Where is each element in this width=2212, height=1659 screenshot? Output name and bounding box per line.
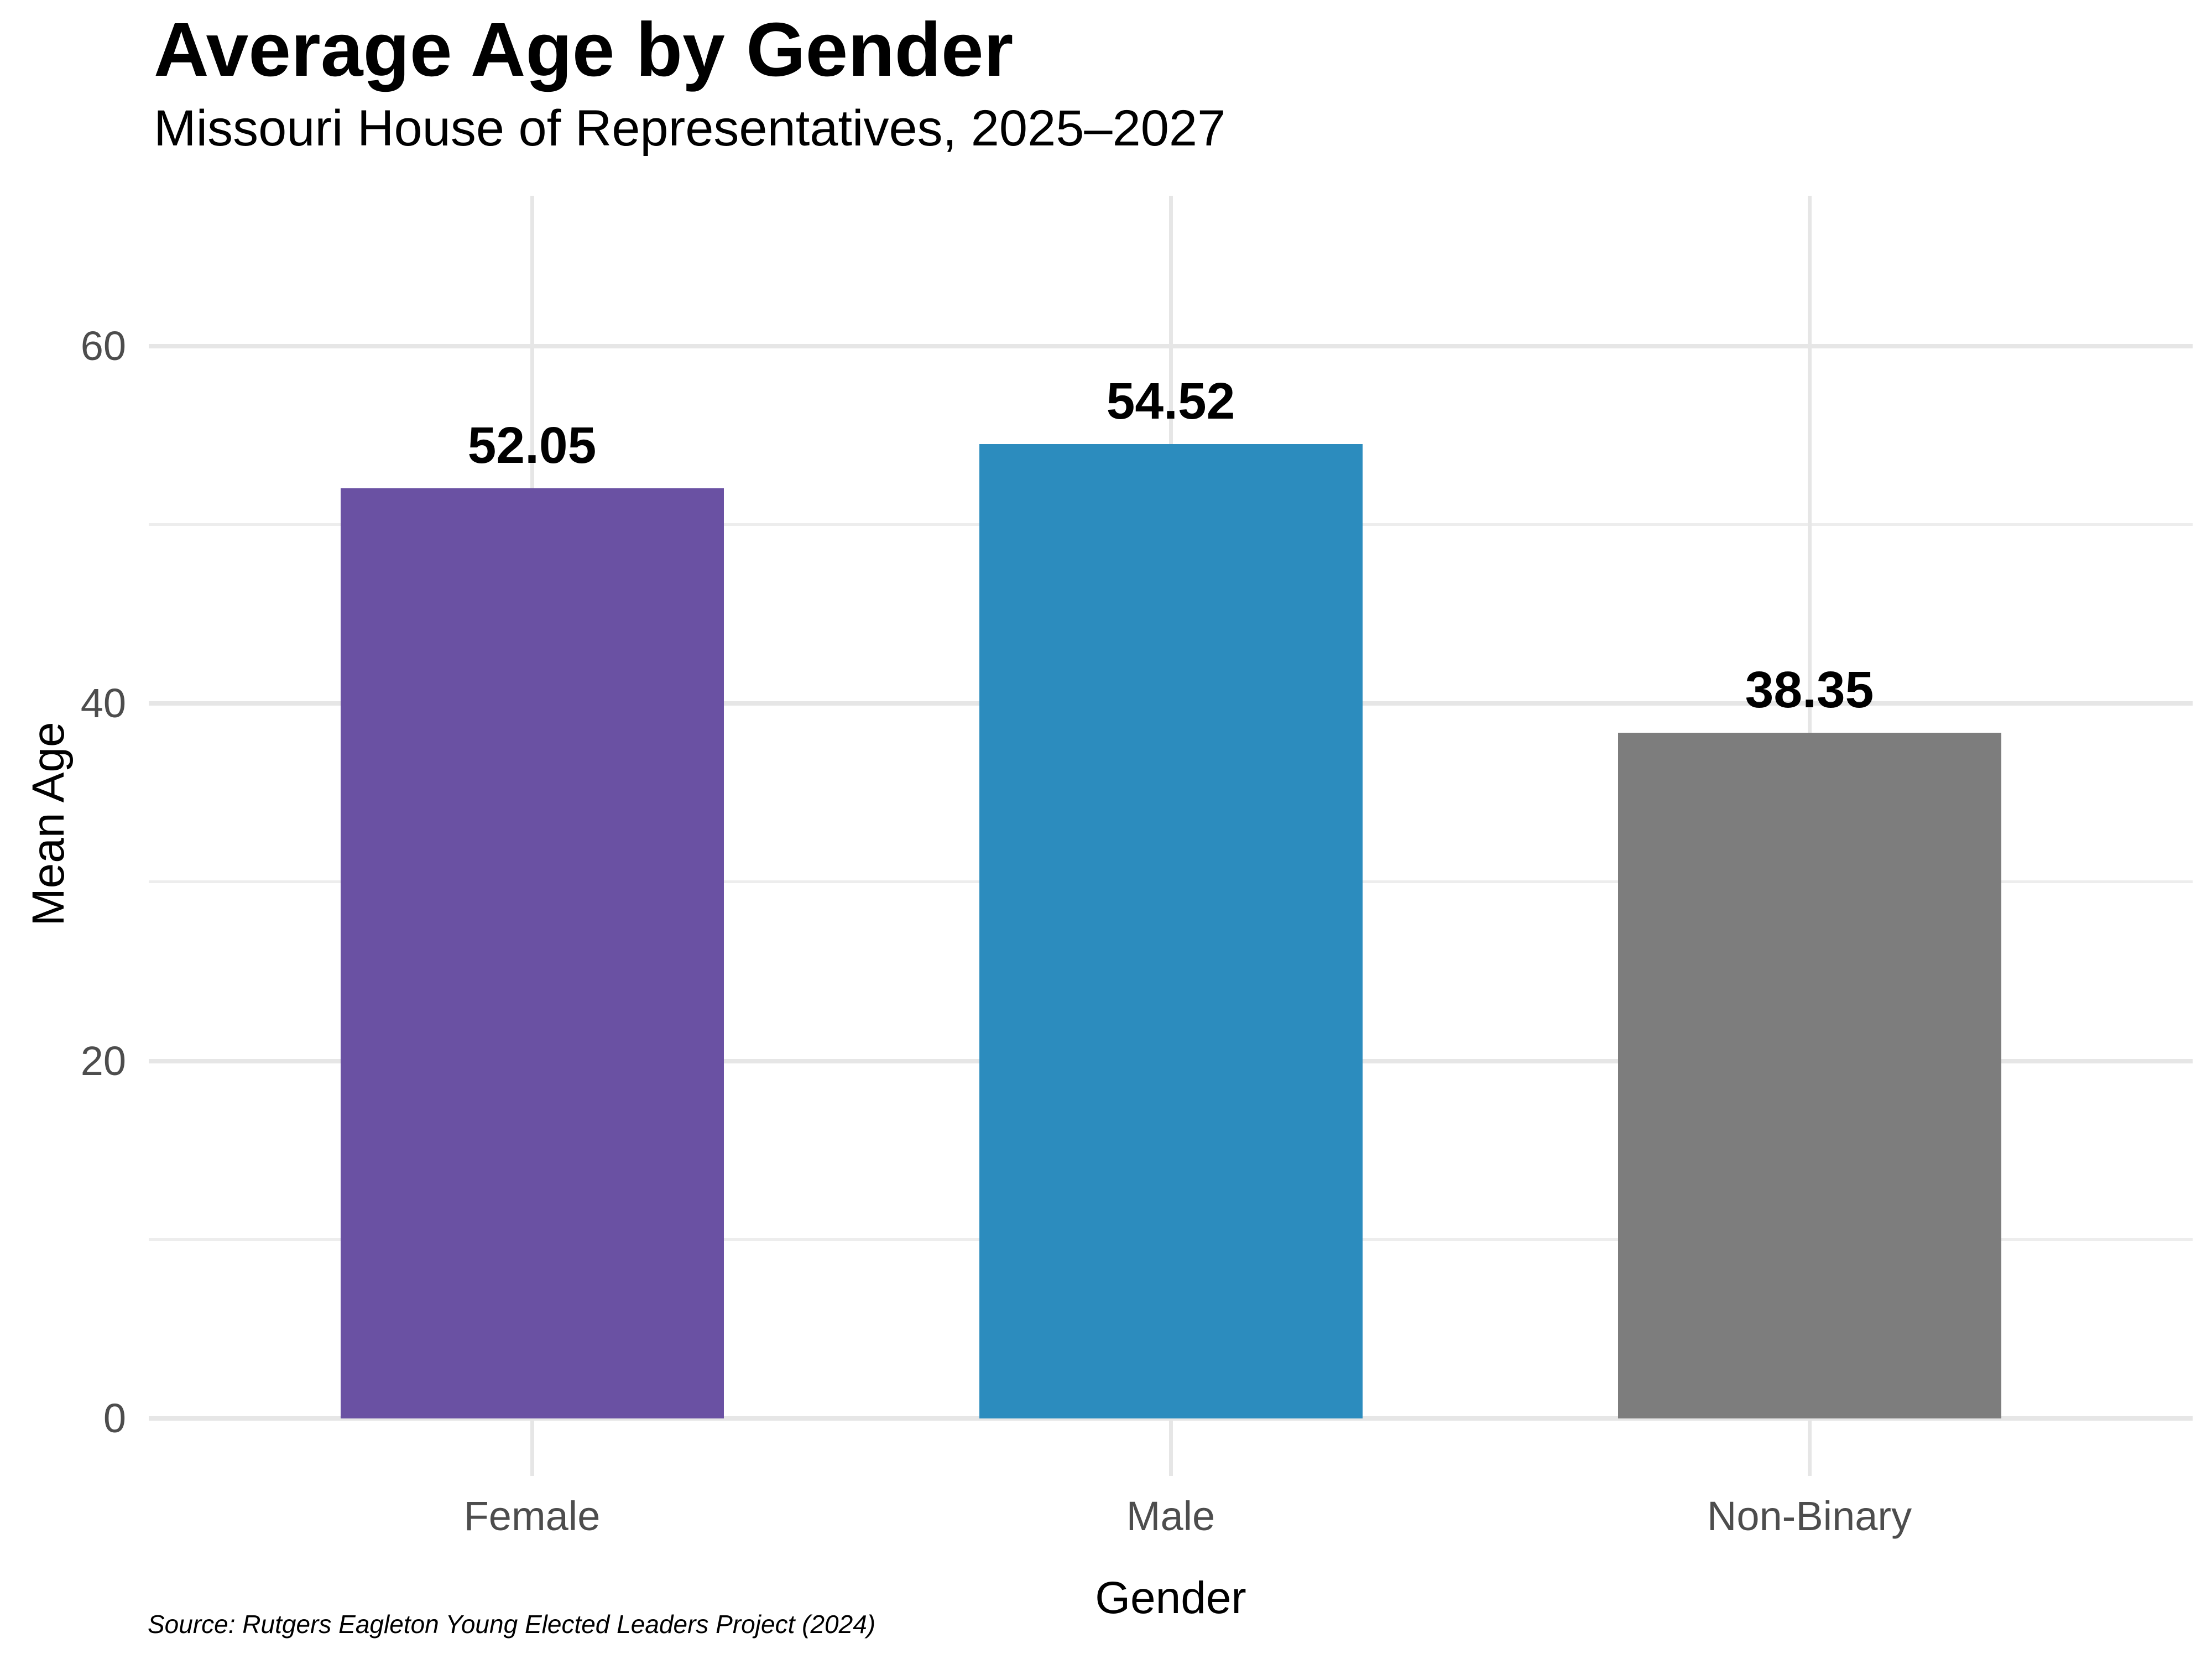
plot-panel: 52.05 54.52 38.35	[149, 196, 2193, 1421]
gridline-major-y0	[149, 1416, 2193, 1421]
x-axis-title: Gender	[1095, 1573, 1246, 1623]
x-tick-label-female: Female	[463, 1493, 601, 1539]
chart-title: Average Age by Gender	[154, 7, 1014, 92]
source-note: Source: Rutgers Eagleton Young Elected L…	[148, 1610, 876, 1639]
y-tick-label-20: 20	[80, 1037, 126, 1084]
bar-value-label-female: 52.05	[467, 416, 597, 474]
x-tick-label-non-binary: Non-Binary	[1707, 1493, 1912, 1539]
bar-female	[340, 488, 724, 1418]
bar-value-label-non-binary: 38.35	[1745, 661, 1874, 719]
y-tick-label-60: 60	[80, 322, 126, 369]
bar-value-label-male: 54.52	[1106, 372, 1235, 430]
x-tick-mark-non-binary	[1808, 1421, 1812, 1476]
y-tick-label-0: 0	[103, 1395, 126, 1441]
y-axis-title: Mean Age	[23, 722, 74, 926]
x-tick-label-male: Male	[1126, 1493, 1215, 1539]
bar-non-binary	[1618, 733, 2001, 1418]
bar-male	[979, 444, 1363, 1418]
y-tick-label-40: 40	[80, 680, 126, 727]
x-tick-mark-female	[530, 1421, 534, 1476]
chart-subtitle: Missouri House of Representatives, 2025–…	[154, 100, 1226, 156]
x-tick-mark-male	[1169, 1421, 1173, 1476]
